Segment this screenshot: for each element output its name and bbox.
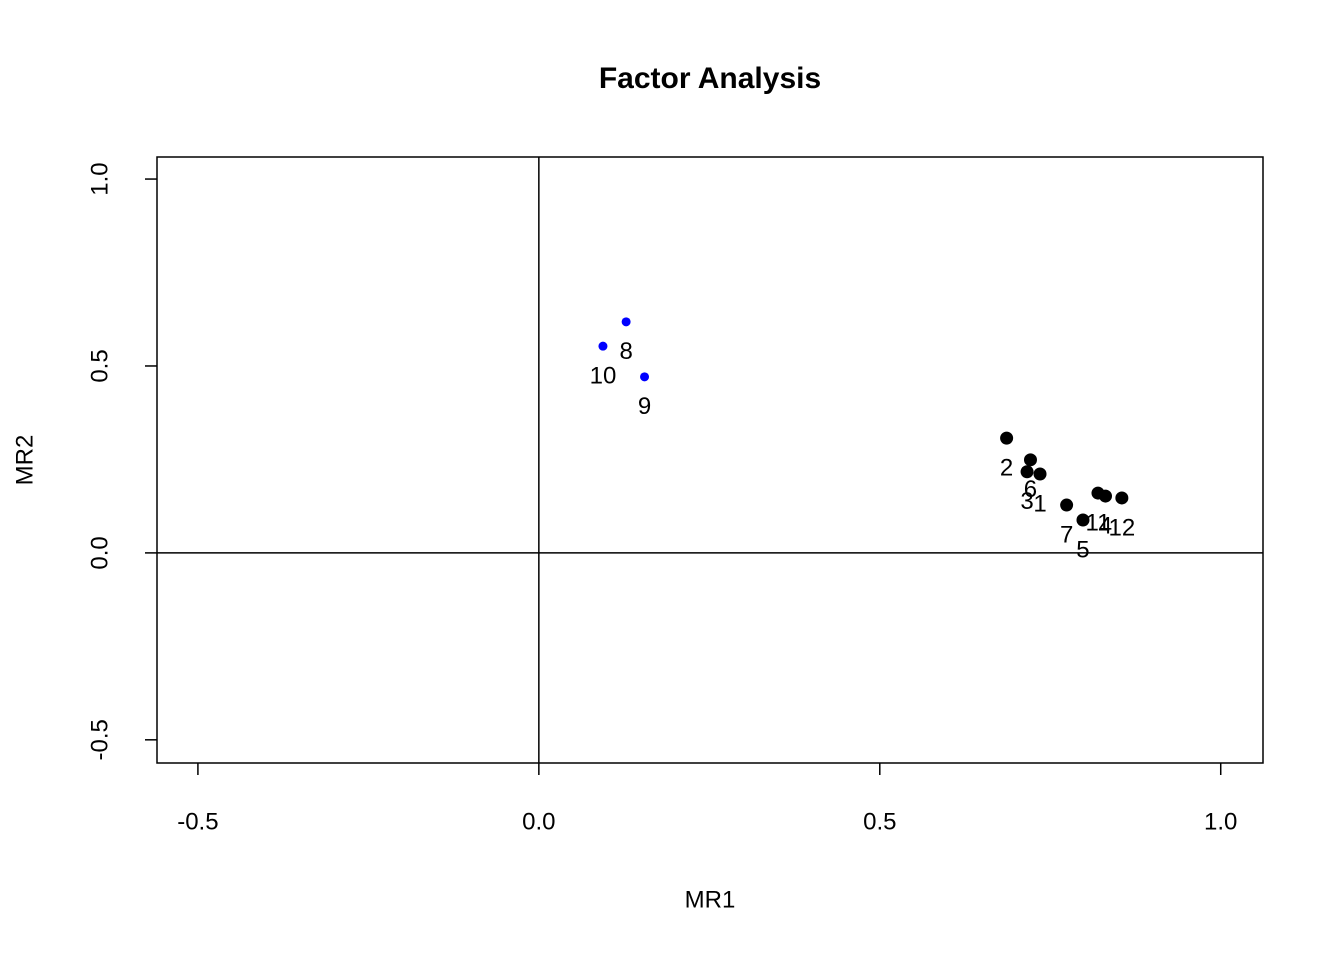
point (598, 341, 608, 351)
point-label: 6 (1024, 476, 1037, 503)
point (1091, 486, 1105, 500)
point-label: 8 (619, 338, 632, 365)
y-axis-label: MR2 (11, 435, 38, 486)
x-tick-label: -0.5 (177, 808, 218, 835)
y-tick-label: 0.0 (86, 536, 113, 569)
point-label: 2 (1000, 454, 1013, 481)
y-tick-label: 1.0 (86, 162, 113, 195)
point-label: 5 (1076, 536, 1089, 563)
point-label: 11 (1086, 509, 1111, 536)
point-label: 3 (1020, 488, 1033, 515)
point (640, 372, 650, 382)
point (1023, 453, 1037, 467)
x-tick-label: 0.5 (863, 808, 896, 835)
point (1020, 465, 1034, 479)
point-label: 12 (1109, 514, 1136, 541)
point-label: 4 (1099, 512, 1112, 539)
x-tick-label: 0.0 (522, 808, 555, 835)
plot-frame (156, 156, 1264, 764)
point-label: 9 (638, 393, 651, 420)
point (1076, 513, 1090, 527)
chart-title: Factor Analysis (599, 62, 821, 95)
point-label: 1 (1033, 490, 1046, 517)
point (1115, 491, 1129, 505)
y-tick-label: -0.5 (86, 719, 113, 760)
point-label: 10 (590, 363, 617, 390)
x-axis-label: MR1 (685, 886, 736, 913)
point (621, 317, 631, 327)
point (1060, 498, 1074, 512)
y-tick-label: 0.5 (86, 349, 113, 382)
point-label: 7 (1060, 521, 1073, 548)
point (1000, 431, 1014, 445)
point (1033, 467, 1047, 481)
x-tick-label: 1.0 (1204, 808, 1237, 835)
